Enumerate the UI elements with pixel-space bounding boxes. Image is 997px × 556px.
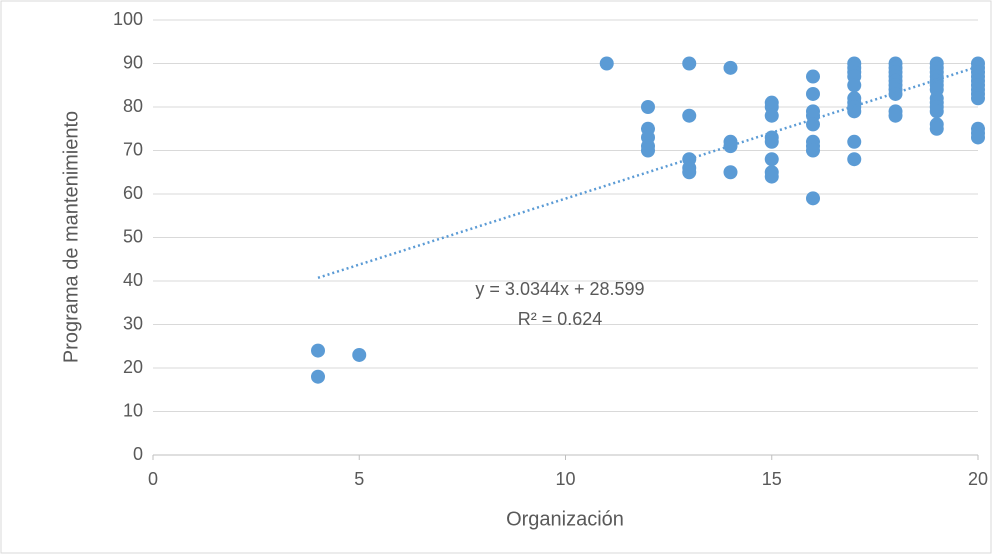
y-tick-label: 30 — [123, 313, 143, 333]
y-tick-label: 100 — [113, 9, 143, 29]
point — [847, 134, 862, 149]
point — [806, 86, 820, 101]
point — [847, 104, 862, 119]
point — [806, 191, 820, 206]
point — [764, 169, 779, 184]
y-axis-title: Programa de mantenimiento — [60, 111, 82, 363]
trendline-r2: R² = 0.624 — [518, 309, 603, 329]
x-tick-label: 10 — [555, 469, 575, 489]
y-tick-label: 90 — [123, 52, 143, 72]
point — [806, 69, 820, 84]
x-tick-label: 5 — [354, 469, 364, 489]
point — [682, 108, 697, 123]
y-tick-label: 0 — [133, 444, 143, 464]
point — [806, 143, 820, 158]
point — [971, 130, 985, 145]
point — [682, 165, 697, 180]
point — [929, 121, 944, 136]
point — [641, 143, 655, 158]
x-tick-label: 20 — [968, 469, 988, 489]
point — [311, 369, 325, 384]
y-tick-label: 60 — [123, 183, 143, 203]
trendline-equation: y = 3.0344x + 28.599 — [475, 279, 644, 299]
point — [311, 343, 325, 358]
x-tick-label: 0 — [148, 469, 158, 489]
x-axis-title: Organización — [506, 508, 624, 530]
point — [641, 100, 655, 114]
point — [888, 108, 903, 123]
point — [723, 165, 738, 180]
point — [929, 104, 944, 119]
y-tick-label: 50 — [123, 226, 143, 246]
y-tick-label: 70 — [123, 139, 143, 159]
point — [352, 347, 367, 362]
trendline — [317, 65, 979, 279]
point — [764, 152, 779, 167]
y-tick-label: 80 — [123, 96, 143, 116]
point — [847, 78, 862, 93]
point — [723, 139, 738, 154]
point — [682, 56, 697, 71]
y-tick-label: 20 — [123, 357, 143, 377]
x-tick-label: 15 — [762, 469, 782, 489]
point — [971, 91, 985, 106]
point — [847, 152, 862, 167]
point — [806, 117, 820, 132]
y-tick-label: 40 — [123, 270, 143, 290]
point — [764, 108, 779, 123]
y-tick-label: 10 — [123, 400, 143, 420]
point — [723, 60, 738, 75]
point — [599, 56, 614, 71]
point — [764, 134, 779, 149]
